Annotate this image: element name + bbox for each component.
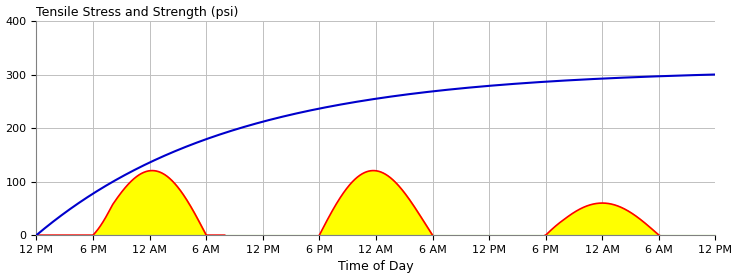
Text: Tensile Stress and Strength (psi): Tensile Stress and Strength (psi) [36,6,239,19]
X-axis label: Time of Day: Time of Day [338,260,414,273]
